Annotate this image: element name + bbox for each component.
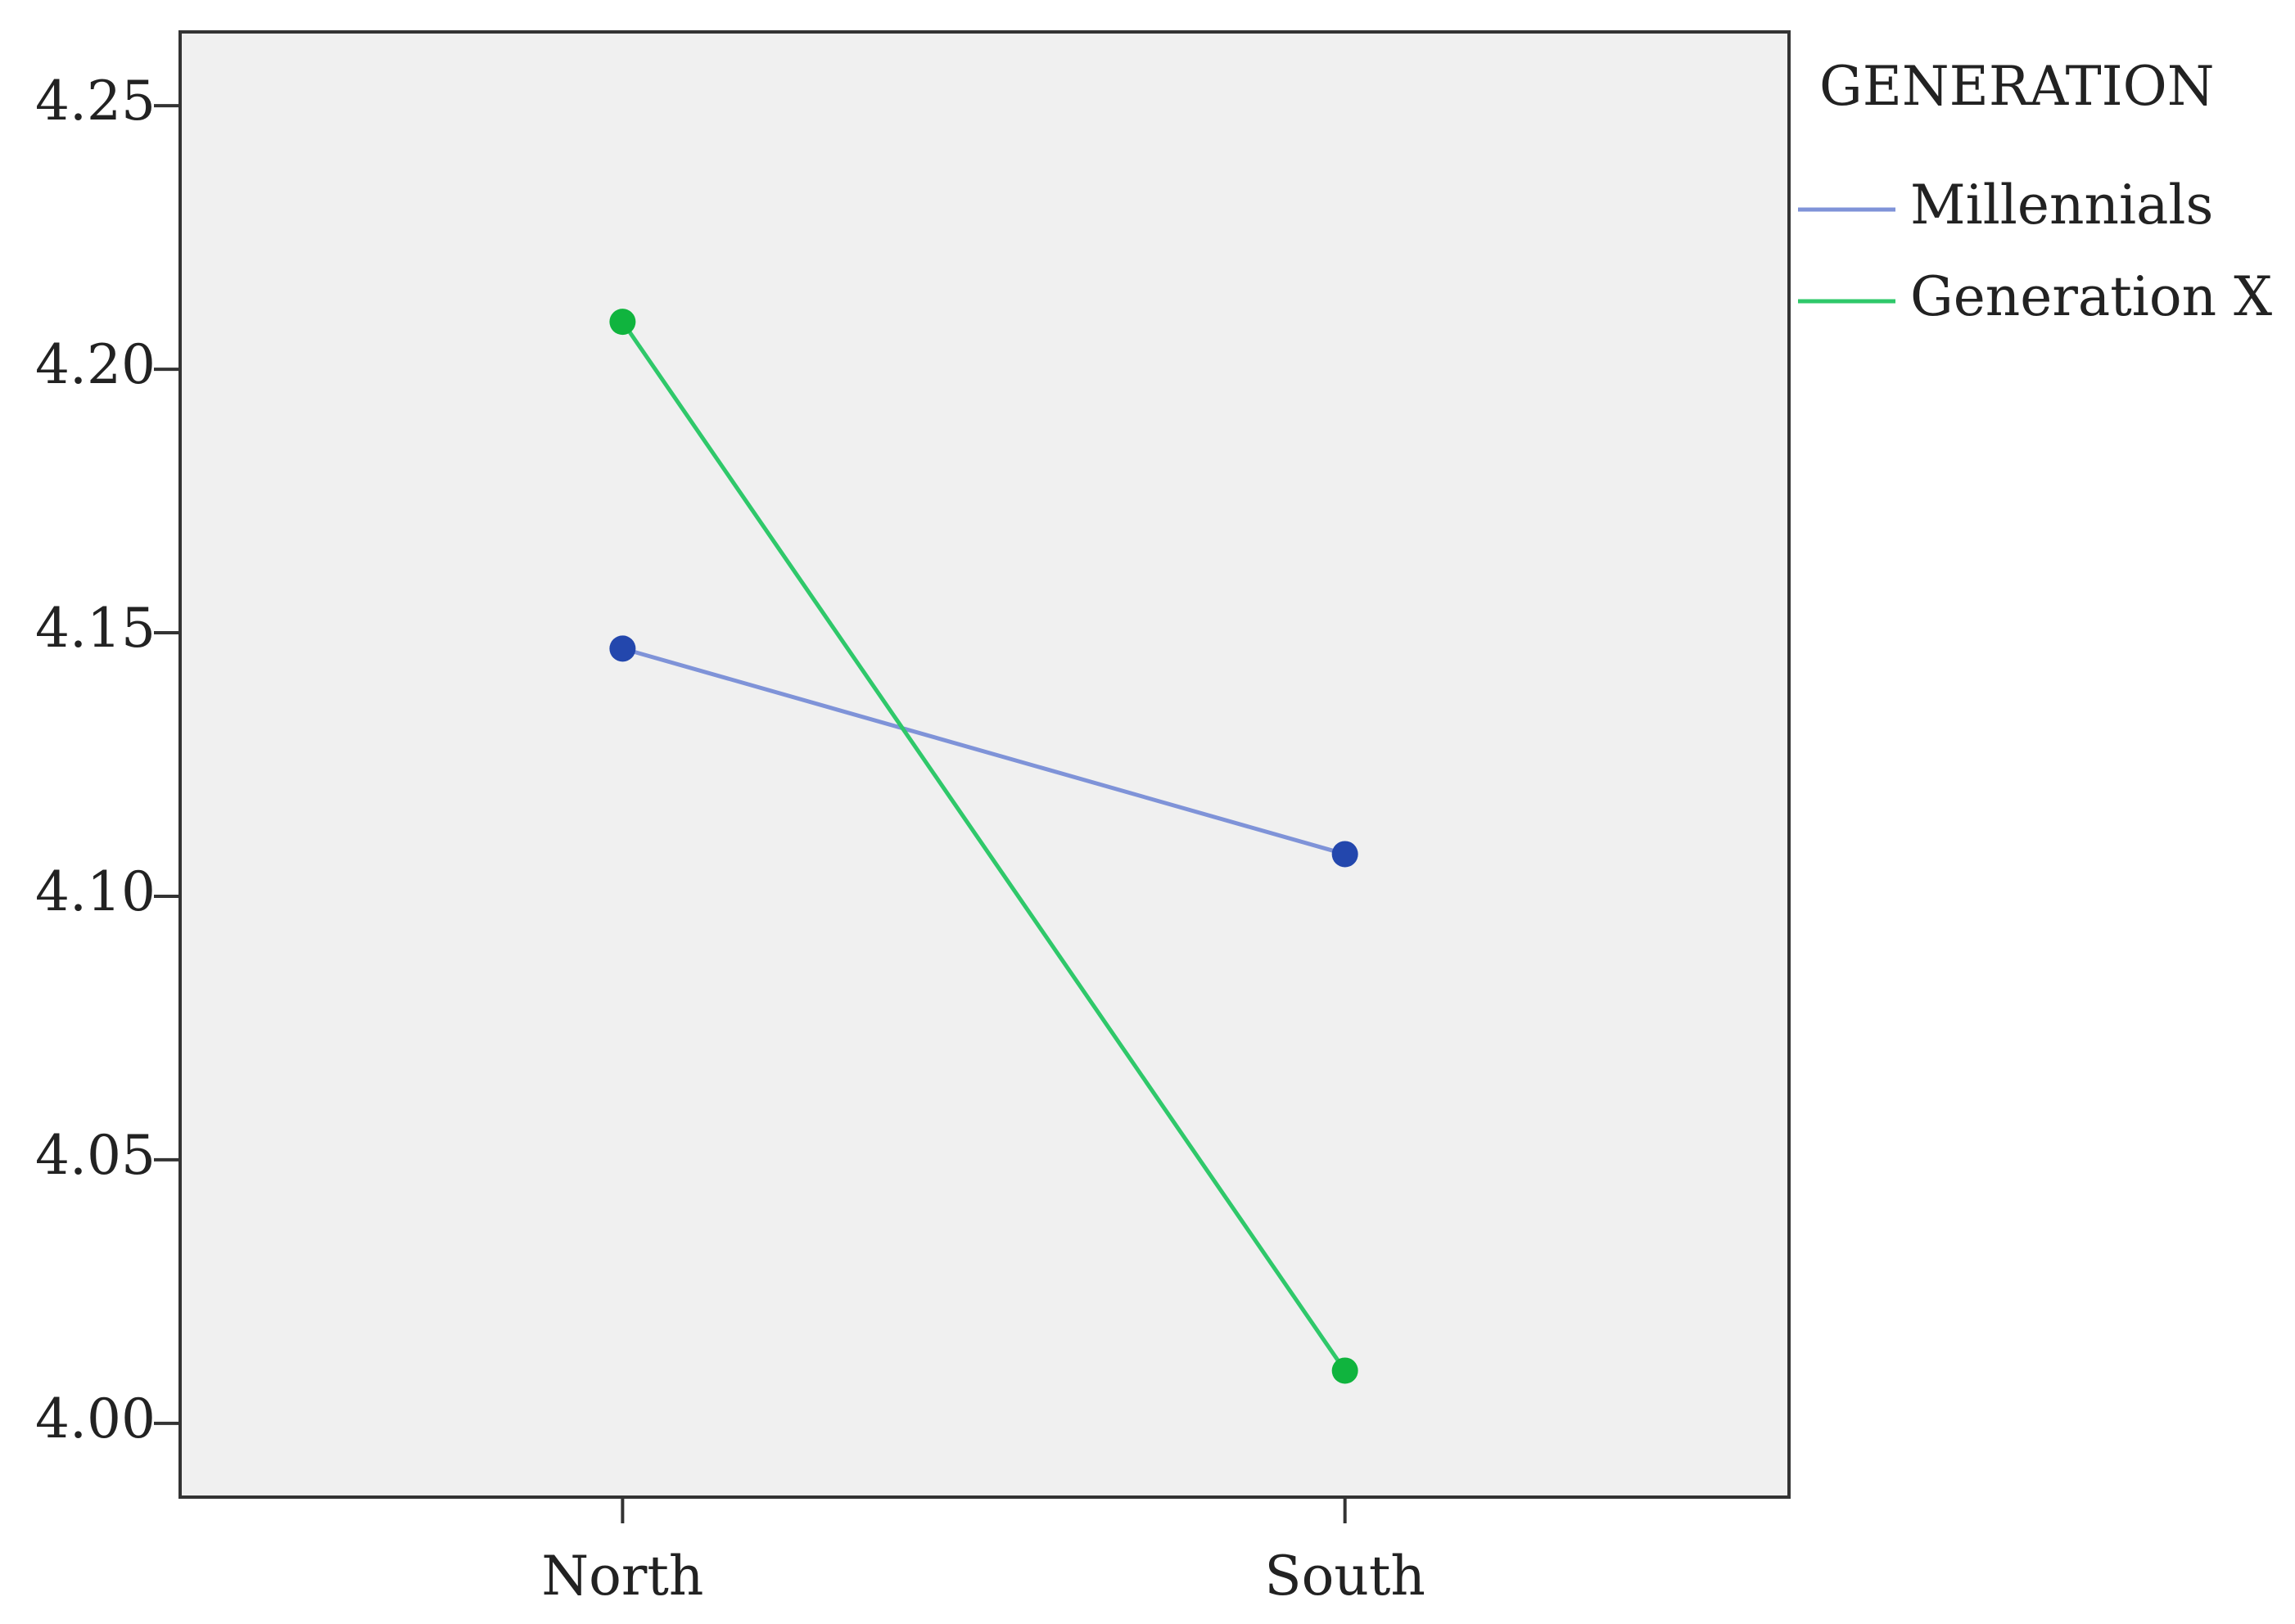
plot-area bbox=[178, 30, 1791, 1499]
series-line bbox=[621, 646, 1346, 856]
legend-title: GENERATION bbox=[1819, 55, 2215, 118]
legend-label: Generation X bbox=[1910, 265, 2272, 328]
x-tick-label: South bbox=[1264, 1545, 1425, 1608]
y-tick-label: 4.15 bbox=[35, 597, 156, 660]
point bbox=[1331, 1357, 1358, 1384]
y-tick-label: 4.05 bbox=[35, 1124, 156, 1187]
legend-label: Millennials bbox=[1910, 174, 2213, 237]
point bbox=[609, 309, 636, 336]
y-tick-label: 4.20 bbox=[35, 333, 156, 396]
x-tick-label: North bbox=[541, 1545, 703, 1608]
y-tick-label: 4.25 bbox=[35, 70, 156, 133]
y-tick-label: 4.10 bbox=[35, 860, 156, 923]
point bbox=[1331, 841, 1358, 868]
point bbox=[609, 635, 636, 662]
y-tick-label: 4.00 bbox=[35, 1387, 156, 1450]
series-line bbox=[621, 320, 1347, 1372]
